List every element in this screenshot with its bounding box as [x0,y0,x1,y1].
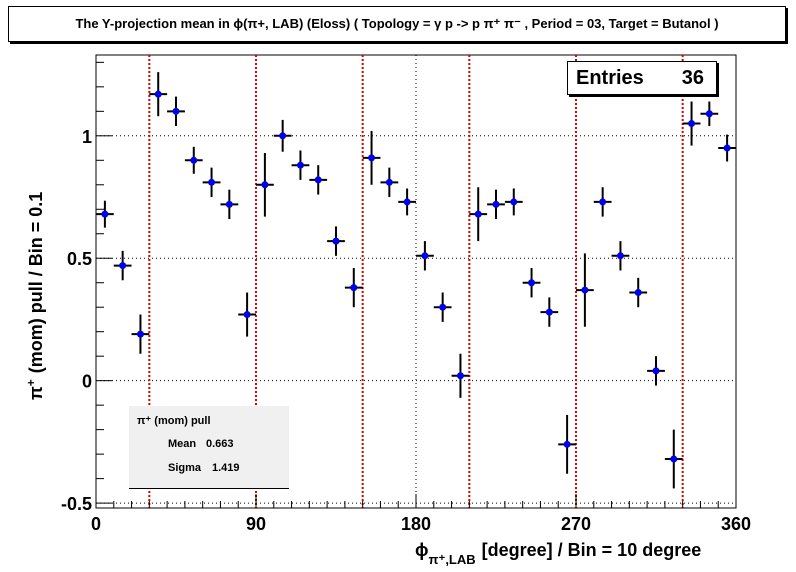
data-point [629,277,648,308]
data-point [522,268,541,298]
point-marker [119,262,127,270]
data-point [113,250,132,281]
point-marker [136,330,144,338]
point-marker [616,252,624,260]
point-marker [350,284,358,292]
point-marker [403,198,411,206]
data-point [327,226,345,256]
data-point [664,429,683,489]
point-marker [243,311,251,319]
data-point [380,167,399,198]
data-point [256,152,274,217]
y-axis-label: π+(mom) pull / Bin = 0.1 [24,192,46,400]
data-point [184,146,203,174]
point-marker [599,198,607,206]
data-point [504,188,523,216]
point-marker [688,120,696,128]
data-point [291,150,310,180]
stats-mean-value: 0.663 [206,438,234,450]
stats-mean-label: Mean [168,438,197,450]
y-tick-labels: -0.5 0 0.5 1 [61,127,92,514]
point-marker [492,200,500,208]
point-marker [456,372,464,380]
y-tick-label: 0.5 [67,249,92,269]
x-tick-label: 270 [561,514,591,534]
data-point [344,268,363,308]
data-point [167,96,185,127]
point-marker [190,156,198,164]
point-marker [225,200,233,208]
data-point [273,119,292,152]
point-marker [332,237,340,245]
data-points [96,72,736,489]
point-marker [652,367,660,375]
data-point [238,292,256,337]
data-point [451,353,470,398]
point-marker [208,178,216,186]
point-marker [563,440,571,448]
data-point [220,189,239,220]
data-point [131,314,150,354]
data-point [682,101,701,146]
point-marker [101,210,109,218]
entries-value: 36 [681,67,704,89]
point-marker [510,198,518,206]
point-marker [723,144,731,152]
point-marker [279,132,287,140]
x-tick-labels: 0 90 180 270 360 [91,514,751,534]
point-marker [368,154,376,162]
data-point [96,200,114,228]
point-marker [474,210,482,218]
x-tick-label: 360 [721,514,751,534]
axis-ticks [95,61,737,508]
y-tick-label: 1 [82,127,92,147]
stats-title: π⁺ (mom) pull [137,415,211,427]
data-point [487,189,505,220]
data-point [647,356,665,386]
data-point [433,292,452,322]
point-marker [261,181,269,189]
data-point [540,297,559,327]
entries-label: Entries [576,67,644,89]
point-marker [528,279,536,287]
data-point [576,253,594,327]
entries-legend: Entries 36 [567,61,717,95]
point-marker [421,252,429,260]
x-tick-label: 0 [91,514,101,534]
data-point [700,101,719,127]
point-marker [634,289,642,297]
point-marker [705,110,713,118]
data-point [469,187,488,242]
data-point [362,130,381,185]
y-tick-label: -0.5 [61,494,92,514]
x-tick-label: 90 [246,514,266,534]
x-axis-label: ϕπ⁺,LAB [degree] / Bin = 10 degree [415,540,701,567]
data-point [416,241,434,271]
stats-sigma-value: 1.419 [212,462,240,474]
data-point [593,187,612,217]
stats-sigma-label: Sigma [168,462,202,474]
chart-title: The Y-projection mean in ϕ(π+, LAB) (Elo… [8,6,786,42]
data-point [149,72,168,117]
data-point [718,134,736,162]
point-marker [172,107,180,115]
point-marker [314,176,322,184]
x-tick-label: 180 [401,514,431,534]
y-tick-label: 0 [82,372,92,392]
point-marker [385,178,393,186]
data-point [309,165,328,195]
point-marker [296,161,304,169]
data-point [398,188,416,216]
point-marker [670,455,678,463]
data-point [558,414,576,474]
data-point [611,241,630,271]
data-point [202,167,221,198]
point-marker [154,90,162,98]
point-marker [545,308,553,316]
point-marker [581,286,589,294]
point-marker [439,303,447,311]
stats-box: π⁺ (mom) pull Mean 0.663 Sigma 1.419 [129,406,289,489]
